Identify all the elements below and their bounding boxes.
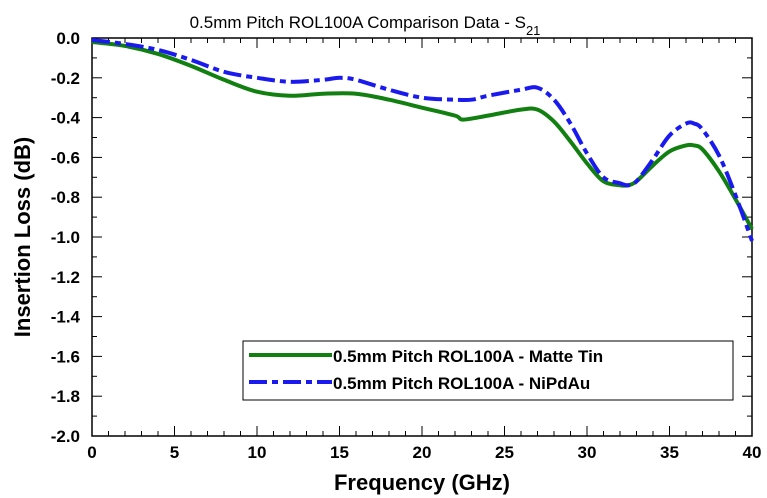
y-tick-label: -0.4	[51, 109, 81, 128]
x-axis-label: Frequency (GHz)	[334, 470, 510, 495]
x-tick-label: 0	[87, 443, 96, 462]
y-tick-label: -0.2	[51, 69, 80, 88]
x-tick-label: 10	[248, 443, 267, 462]
y-tick-label: -0.6	[51, 148, 80, 167]
y-tick-label: -1.0	[51, 228, 80, 247]
y-axis-tick-labels: 0.0 -0.2 -0.4 -0.6 -0.8 -1.0 -1.2 -1.4 -1.6 -1.8 -…	[51, 29, 81, 446]
y-tick-label: -1.2	[51, 268, 80, 287]
legend-label-nipdau: 0.5mm Pitch ROL100A - NiPdAu	[333, 374, 590, 393]
x-tick-label: 25	[495, 443, 514, 462]
x-tick-label: 40	[743, 443, 762, 462]
y-tick-label: -1.8	[51, 387, 80, 406]
x-tick-label: 5	[170, 443, 179, 462]
y-tick-label: 0.0	[56, 29, 80, 48]
x-axis-tick-labels: 0 5 10 15 20 25 30 35 40	[87, 443, 761, 462]
x-tick-label: 15	[330, 443, 349, 462]
x-tick-label: 20	[413, 443, 432, 462]
y-tick-label: -1.6	[51, 347, 80, 366]
chart-title-main: 0.5mm Pitch ROL100A Comparison Data - S	[190, 13, 526, 32]
y-axis-label: Insertion Loss (dB)	[10, 137, 35, 337]
y-tick-label: -1.4	[51, 308, 81, 327]
legend-label-matte-tin: 0.5mm Pitch ROL100A - Matte Tin	[333, 347, 603, 366]
y-tick-label: -2.0	[51, 427, 80, 446]
x-tick-label: 30	[578, 443, 597, 462]
chart-title: 0.5mm Pitch ROL100A Comparison Data - S2…	[190, 13, 541, 38]
x-tick-label: 35	[660, 443, 679, 462]
y-tick-label: -0.8	[51, 188, 80, 207]
legend: 0.5mm Pitch ROL100A - Matte Tin 0.5mm Pi…	[243, 341, 733, 400]
chart-title-subscript: 21	[526, 23, 540, 38]
